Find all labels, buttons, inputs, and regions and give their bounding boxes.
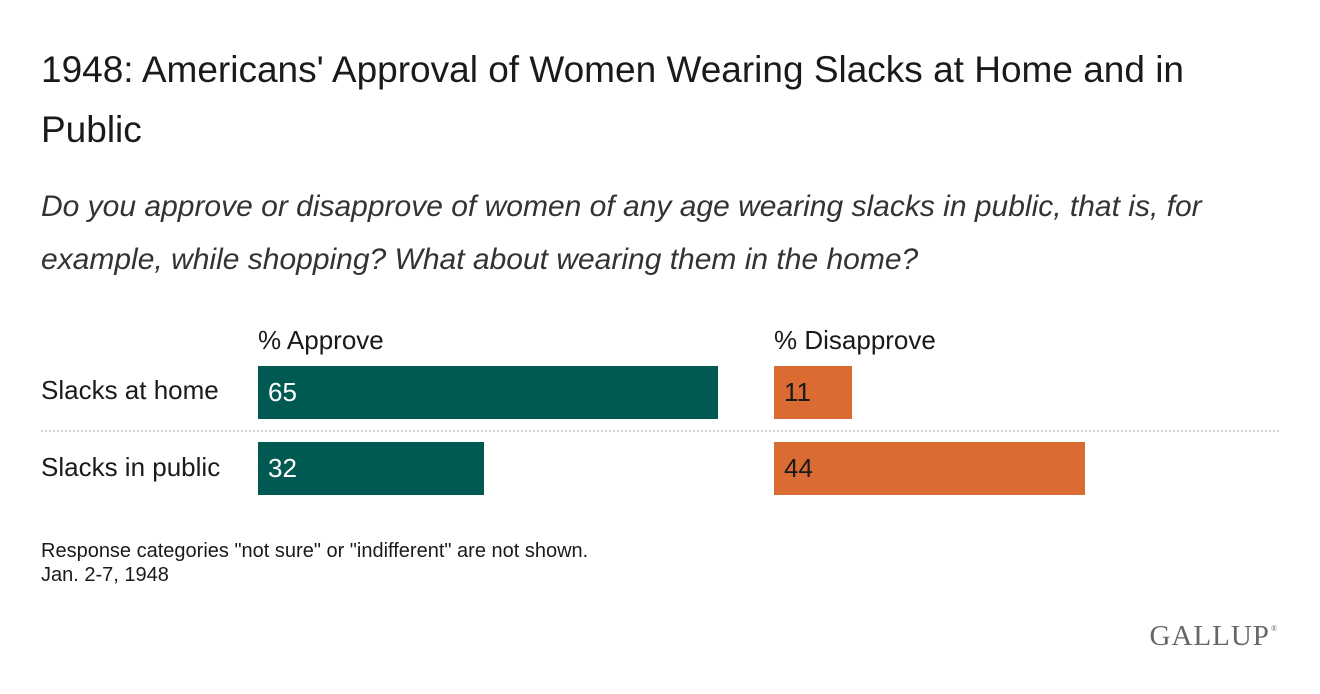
row-label-public: Slacks in public [41,452,221,482]
row-separator [41,430,1279,432]
chart-title: 1948: Americans' Approval of Women Weari… [41,49,1185,150]
bar-value-approve-public: 32 [268,453,297,483]
bar-value-approve-home: 65 [268,377,297,407]
bar-value-disapprove-home: 11 [784,377,811,407]
bar-disapprove-public [774,442,1085,495]
bar-approve-public [258,442,484,495]
row-label-home: Slacks at home [41,375,219,405]
bar-disapprove-home [774,366,852,419]
chart-subtitle: Do you approve or disapprove of women of… [41,190,1202,276]
footnote-date: Jan. 2-7, 1948 [41,564,169,586]
gallup-logo: GALLUP® [1149,620,1277,652]
disapprove-column-header: % Disapprove [774,325,936,355]
bar-value-disapprove-public: 44 [784,453,813,483]
footnote-categories: Response categories "not sure" or "indif… [41,540,589,562]
gallup-logo-text: GALLUP [1149,620,1270,652]
approve-column-header: % Approve [258,325,384,355]
bar-approve-home [258,366,718,419]
